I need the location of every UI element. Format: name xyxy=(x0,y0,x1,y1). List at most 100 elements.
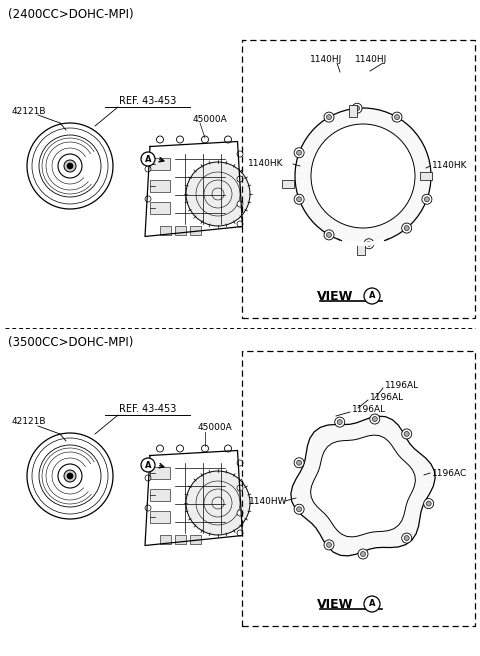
Bar xyxy=(349,105,357,117)
Circle shape xyxy=(237,201,243,207)
Circle shape xyxy=(366,241,372,246)
Bar xyxy=(242,40,475,318)
Text: A: A xyxy=(145,155,151,163)
Text: 42121B: 42121B xyxy=(12,417,47,426)
Text: 42121B: 42121B xyxy=(12,106,47,115)
Circle shape xyxy=(352,103,362,113)
Text: 45000A: 45000A xyxy=(198,424,232,432)
Circle shape xyxy=(177,136,183,143)
Circle shape xyxy=(360,552,365,556)
Circle shape xyxy=(364,239,374,249)
Text: VIEW: VIEW xyxy=(317,289,353,302)
Circle shape xyxy=(404,535,409,541)
Circle shape xyxy=(225,445,231,452)
Circle shape xyxy=(364,596,380,612)
Circle shape xyxy=(295,108,431,244)
Circle shape xyxy=(64,470,76,482)
Circle shape xyxy=(326,115,332,119)
Circle shape xyxy=(237,176,243,182)
Circle shape xyxy=(324,230,334,240)
Circle shape xyxy=(422,194,432,204)
Circle shape xyxy=(58,464,82,488)
Text: (3500CC>DOHC-MPI): (3500CC>DOHC-MPI) xyxy=(8,336,133,349)
Text: VIEW: VIEW xyxy=(317,598,353,611)
Circle shape xyxy=(392,112,402,122)
Bar xyxy=(150,202,170,214)
Text: REF. 43-453: REF. 43-453 xyxy=(120,96,177,106)
Circle shape xyxy=(426,501,431,506)
Circle shape xyxy=(355,106,360,111)
Circle shape xyxy=(177,445,183,452)
Circle shape xyxy=(402,223,412,233)
Circle shape xyxy=(237,151,243,157)
Bar xyxy=(150,467,170,479)
Polygon shape xyxy=(291,416,435,556)
Text: A: A xyxy=(369,600,375,609)
Bar xyxy=(160,535,171,544)
Text: (2400CC>DOHC-MPI): (2400CC>DOHC-MPI) xyxy=(8,8,133,21)
Circle shape xyxy=(297,197,301,202)
Circle shape xyxy=(237,221,243,227)
Circle shape xyxy=(297,150,301,155)
Circle shape xyxy=(225,136,231,143)
Circle shape xyxy=(237,460,243,466)
Circle shape xyxy=(372,417,377,422)
Circle shape xyxy=(141,152,155,166)
Circle shape xyxy=(186,471,250,535)
Circle shape xyxy=(237,510,243,516)
Circle shape xyxy=(337,420,342,424)
Text: 1140HJ: 1140HJ xyxy=(355,56,387,64)
Circle shape xyxy=(141,458,155,472)
Circle shape xyxy=(395,115,399,119)
Bar xyxy=(190,535,201,544)
Text: A: A xyxy=(369,291,375,300)
Bar xyxy=(420,172,432,180)
Bar xyxy=(150,158,170,170)
Circle shape xyxy=(335,417,345,427)
Circle shape xyxy=(324,540,334,550)
Circle shape xyxy=(311,124,415,228)
Circle shape xyxy=(156,445,164,452)
Circle shape xyxy=(294,504,304,514)
Text: 1140HK: 1140HK xyxy=(248,159,284,169)
Text: 1196AL: 1196AL xyxy=(352,405,386,415)
Circle shape xyxy=(145,505,151,511)
Bar xyxy=(150,180,170,192)
Polygon shape xyxy=(311,435,415,537)
Circle shape xyxy=(370,414,380,424)
Circle shape xyxy=(294,194,304,204)
Circle shape xyxy=(404,226,409,231)
Circle shape xyxy=(58,154,82,178)
Circle shape xyxy=(402,429,412,439)
Bar xyxy=(160,226,171,234)
Text: 1140HK: 1140HK xyxy=(432,161,468,171)
Circle shape xyxy=(326,232,332,237)
Circle shape xyxy=(145,475,151,481)
Bar xyxy=(190,226,201,234)
Text: A: A xyxy=(145,461,151,470)
Circle shape xyxy=(237,485,243,491)
Circle shape xyxy=(326,543,332,547)
Circle shape xyxy=(67,163,73,169)
Circle shape xyxy=(358,549,368,559)
Circle shape xyxy=(237,530,243,536)
Circle shape xyxy=(424,197,430,202)
Circle shape xyxy=(186,162,250,226)
Circle shape xyxy=(202,136,208,143)
Circle shape xyxy=(364,288,380,304)
Text: 45000A: 45000A xyxy=(192,115,228,123)
Text: 1140HW: 1140HW xyxy=(249,497,288,506)
Bar xyxy=(242,351,475,626)
Bar xyxy=(282,180,294,188)
Bar xyxy=(175,226,186,234)
Circle shape xyxy=(64,160,76,172)
Text: REF. 43-453: REF. 43-453 xyxy=(120,404,177,414)
Circle shape xyxy=(156,136,164,143)
Circle shape xyxy=(145,196,151,202)
Circle shape xyxy=(202,445,208,452)
Text: 1196AL: 1196AL xyxy=(385,382,419,390)
Text: 1196AC: 1196AC xyxy=(432,468,467,478)
Bar xyxy=(357,243,365,255)
Circle shape xyxy=(404,432,409,436)
Circle shape xyxy=(324,112,334,122)
